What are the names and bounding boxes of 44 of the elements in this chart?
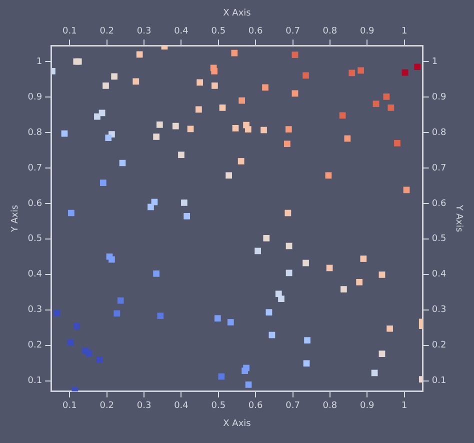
y2-axis-title: Y Axis <box>453 204 464 232</box>
y2-tick-label: 0.6 <box>432 198 446 209</box>
x-tick-label: 1 <box>401 26 408 37</box>
y2-tick-label: 0.8 <box>432 128 446 138</box>
y-tick-label: 0.4 <box>28 270 42 280</box>
x-tick-label: 0.5 <box>211 26 226 37</box>
y-tick-label: 0.7 <box>28 163 42 174</box>
y-axis-title: Y Axis <box>10 204 21 234</box>
y2-tick-label: 0.4 <box>432 270 446 280</box>
x2-tick-label: 1 <box>401 401 408 412</box>
x-tick-label: 0.7 <box>286 26 300 37</box>
x2-tick-label: 0.5 <box>211 401 226 412</box>
y2-tick-label: 0.3 <box>432 305 446 316</box>
x2-tick-label: 0.3 <box>136 401 152 412</box>
x-axis-title: X Axis <box>223 418 252 429</box>
x-tick-label: 0.3 <box>136 26 152 37</box>
x2-tick-label: 0.7 <box>286 401 300 412</box>
y2-tick-label: 0.2 <box>432 340 446 351</box>
x2-tick-label: 0.8 <box>322 401 338 412</box>
x-tick-label: 0.6 <box>248 26 264 37</box>
y2-tick-label: 0.5 <box>432 234 446 244</box>
x2-tick-label: 0.9 <box>360 401 375 412</box>
y-tick-label: 0.9 <box>28 92 42 102</box>
y-tick-label: 0.5 <box>28 234 42 244</box>
x-tick-label: 0.4 <box>174 26 189 37</box>
x-tick-label: 0.2 <box>100 26 114 37</box>
y2-tick-label: 0.9 <box>432 92 446 102</box>
x-tick-label: 0.9 <box>360 26 375 37</box>
y2-tick-label: 0.7 <box>432 163 446 174</box>
x2-tick-label: 0.6 <box>248 401 264 412</box>
x2-tick-label: 0.4 <box>174 401 189 412</box>
x2-axis-title: X Axis <box>223 8 252 19</box>
y-tick-label: 0.1 <box>28 376 42 386</box>
x-tick-label: 0.8 <box>322 26 338 37</box>
y-tick-label: 1 <box>36 56 42 67</box>
x-tick-label: 0.1 <box>62 26 77 37</box>
x2-tick-label: 0.2 <box>100 401 114 412</box>
x2-tick-label: 0.1 <box>62 401 77 412</box>
y-tick-label: 0.8 <box>28 128 42 138</box>
y2-tick-label: 0.1 <box>432 376 446 386</box>
y2-tick-label: 1 <box>432 56 438 67</box>
y-tick-label: 0.6 <box>28 198 42 209</box>
y-tick-label: 0.3 <box>28 305 42 316</box>
y-tick-label: 0.2 <box>28 340 42 351</box>
